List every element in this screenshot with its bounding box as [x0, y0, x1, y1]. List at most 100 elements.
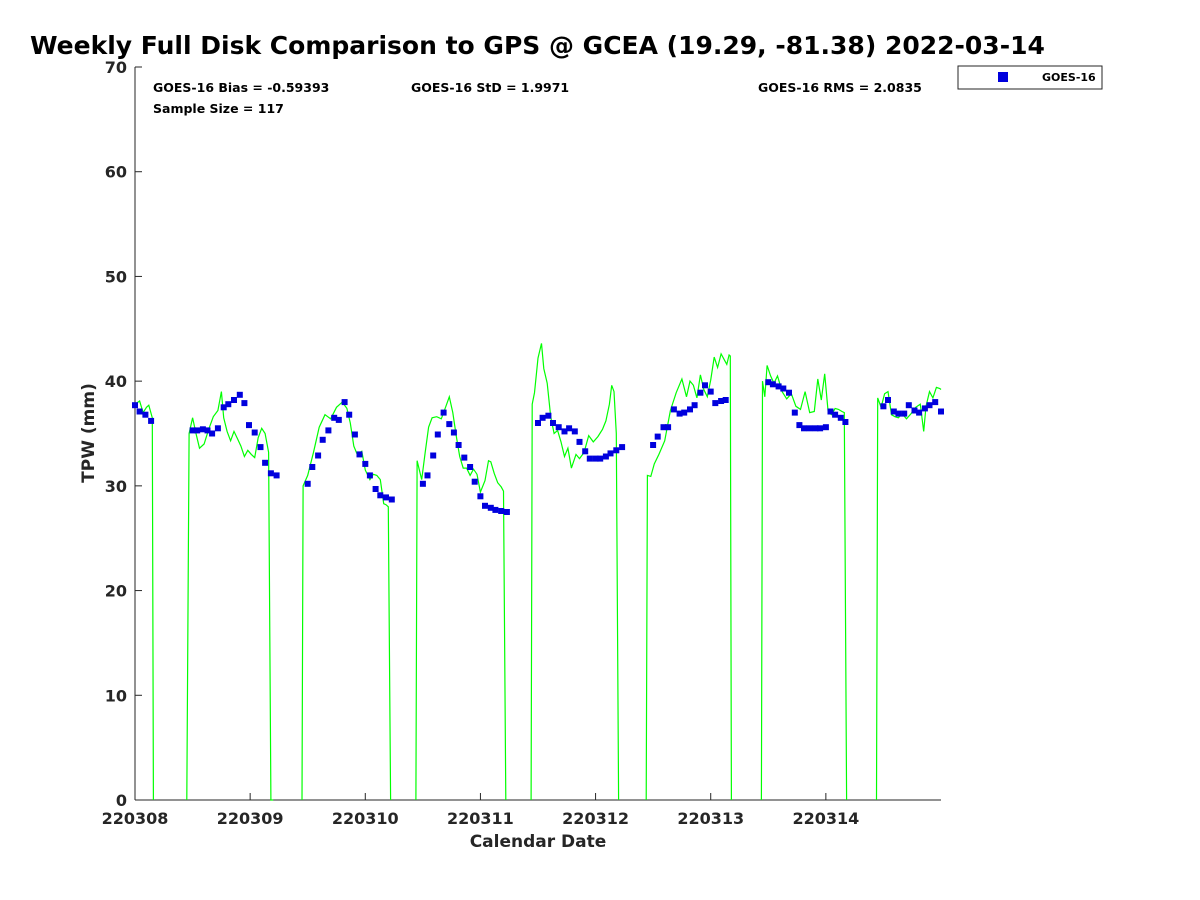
goes-16-point [592, 455, 599, 462]
goes-16-point [273, 472, 280, 479]
goes-16-point [938, 408, 944, 415]
goes-16-point [199, 426, 206, 433]
goes-16-point [309, 464, 316, 470]
goes-16-point [597, 455, 604, 462]
goes-16-point [189, 427, 196, 434]
gps-line-segment [530, 343, 620, 801]
gps-line-segment [134, 400, 154, 801]
goes-16-point [262, 459, 269, 466]
goes-16-point [455, 442, 462, 448]
goes-16-point [304, 480, 311, 487]
y-tick-label: 40 [105, 372, 127, 391]
plot-background [135, 67, 941, 800]
goes-16-point [780, 385, 787, 392]
goes-16-point [932, 399, 939, 406]
goes-16-point [654, 433, 661, 440]
goes-16-point [383, 494, 389, 501]
goes-16-point [194, 427, 201, 434]
goes-16-point [613, 447, 620, 454]
y-tick-label: 50 [105, 267, 127, 286]
goes-16-point [665, 424, 672, 431]
goes-16-point [921, 405, 928, 412]
goes-16-point [450, 429, 457, 436]
goes-16-point [325, 427, 332, 434]
goes-16-point [765, 379, 772, 386]
goes-16-point [331, 414, 338, 421]
goes-16-point [660, 424, 667, 431]
goes-16-point [822, 424, 829, 431]
gps-line-segment [875, 386, 942, 801]
bias-stat: GOES-16 Bias = -0.59393 [153, 80, 329, 95]
x-tick-label: 220314 [792, 809, 859, 828]
goes-16-point [346, 411, 353, 418]
goes-16-point [377, 492, 384, 499]
y-tick-label: 30 [105, 477, 127, 496]
gps-line-segment [645, 352, 733, 801]
goes-16-point [246, 422, 252, 429]
goes-16-point [561, 428, 568, 435]
gps-line-segment [186, 391, 274, 801]
goes-16-point [372, 486, 379, 492]
goes-16-point [806, 425, 813, 432]
goes-16-point [880, 403, 887, 410]
goes-16-point [827, 408, 834, 415]
goes-16-point [586, 455, 593, 462]
goes-16-point [225, 401, 232, 408]
x-tick-label: 220308 [102, 809, 169, 828]
goes-16-point [796, 422, 803, 429]
goes-16-point [801, 425, 807, 432]
legend-box [957, 65, 1103, 90]
goes-16-point [916, 409, 923, 416]
goes-16-point [619, 444, 626, 451]
goes-16-point [842, 419, 849, 425]
goes-16-point [722, 397, 729, 403]
gps-series [134, 343, 942, 801]
goes-16-point [467, 464, 474, 470]
y-tick-label: 20 [105, 582, 127, 601]
goes-16-point [503, 509, 510, 515]
goes-16-point [712, 400, 719, 407]
goes-16-point [697, 389, 704, 396]
goes-16-point [461, 454, 468, 461]
goes-16-point [566, 425, 573, 432]
goes-16-point [231, 397, 237, 403]
goes-16-series [132, 379, 944, 515]
goes-16-point [832, 411, 839, 418]
goes-16-point [487, 504, 494, 511]
goes-16-point [905, 402, 912, 409]
x-tick-label: 220310 [332, 809, 399, 828]
goes-16-point [142, 411, 149, 418]
goes-16-point [241, 400, 248, 407]
gps-line-segment [415, 394, 507, 801]
x-tick-label: 220309 [217, 809, 284, 828]
goes-16-point [351, 431, 358, 438]
x-axis-ticks: 220308 220309 220310 220311 220312 220313 2203… [102, 793, 859, 828]
goes-16-point [691, 402, 698, 409]
goes-16-point [251, 429, 258, 436]
goes-16-point [775, 383, 782, 390]
gps-line-segment [760, 365, 848, 801]
goes-16-point [366, 472, 373, 479]
goes-16-point [602, 453, 609, 460]
y-axis-label: TPW (mm) [79, 383, 99, 483]
goes-16-point [498, 508, 505, 514]
goes-16-point [204, 427, 211, 434]
y-tick-label: 70 [105, 58, 127, 77]
goes-16-point [670, 406, 677, 413]
goes-16-point [209, 430, 216, 437]
goes-16-point [650, 442, 657, 448]
x-tick-label: 220312 [562, 809, 629, 828]
goes-16-point [220, 404, 227, 411]
goes-16-point [446, 421, 453, 428]
x-tick-label: 220311 [447, 809, 514, 828]
legend-label: GOES-16 [1042, 71, 1096, 84]
goes-16-point [681, 409, 688, 416]
goes-16-point [786, 389, 792, 396]
goes-16-point [791, 409, 798, 416]
goes-16-point [257, 444, 264, 451]
rms-stat: GOES-16 RMS = 2.0835 [758, 80, 922, 95]
goes-16-point [885, 397, 891, 403]
goes-16-point [535, 420, 541, 426]
goes-16-point [702, 382, 708, 389]
